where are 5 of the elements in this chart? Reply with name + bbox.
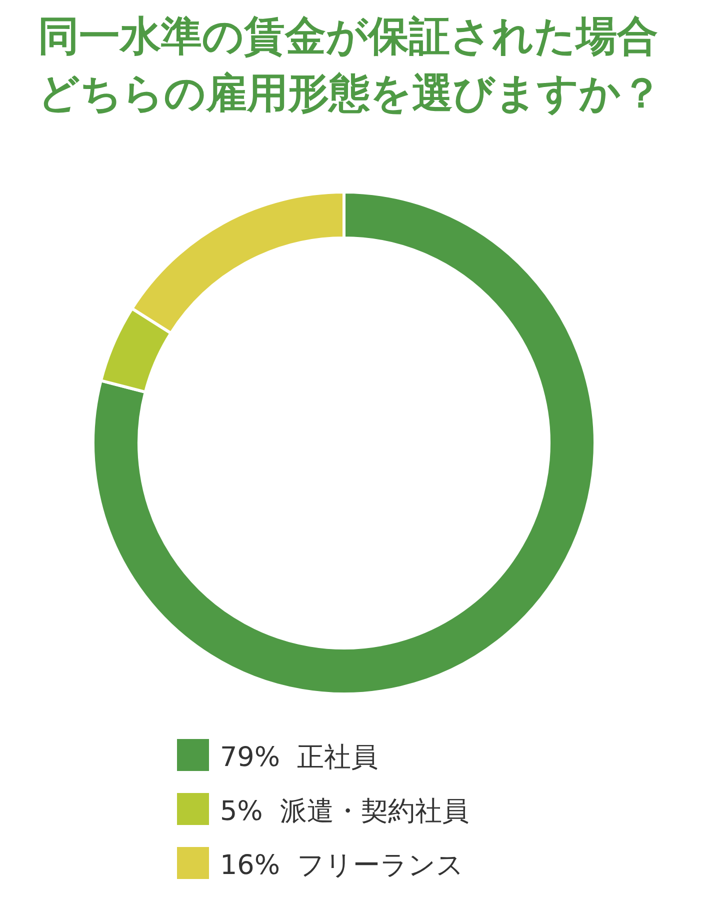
legend-label: 5% 派遣・契約社員 — [220, 796, 469, 827]
chart-title: 同一水準の賃金が保証された場合どちらの雇用形態を選びますか？ — [38, 11, 663, 119]
legend-label: 16% フリーランス — [220, 850, 464, 881]
legend-label: 79% 正社員 — [220, 742, 378, 773]
donut-slice — [92, 190, 596, 696]
